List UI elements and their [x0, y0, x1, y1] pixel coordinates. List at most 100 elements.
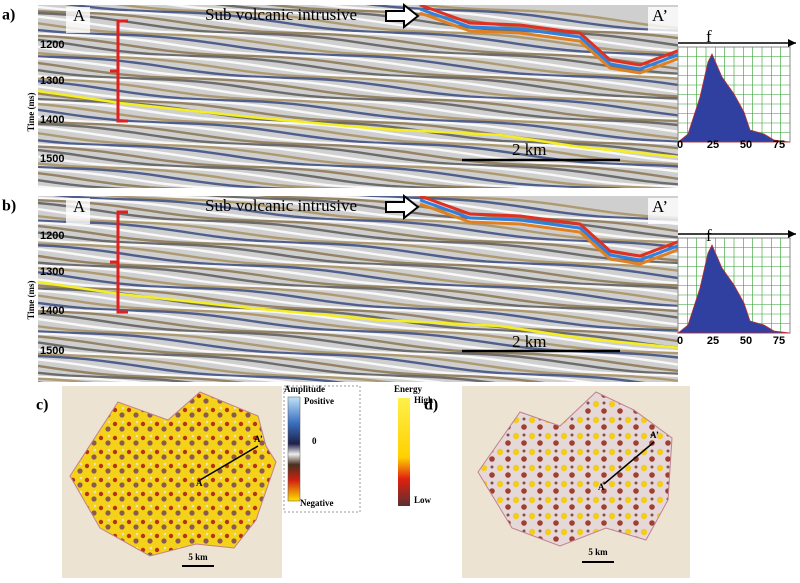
reflector [256, 196, 678, 233]
legend-title: Energy [394, 384, 422, 394]
reflector [38, 69, 678, 127]
reflector [38, 224, 678, 287]
colorbar [398, 398, 410, 506]
y-tick-label: 1400 [40, 305, 64, 317]
hist-arrowhead [788, 39, 796, 47]
intrusive-reflector [419, 11, 678, 75]
reflector [38, 132, 677, 188]
reflector [38, 264, 678, 326]
reflector [38, 231, 678, 290]
label-box [66, 7, 90, 33]
reflector [38, 341, 496, 382]
y-tick-label: 1200 [40, 39, 64, 51]
reflector [38, 57, 678, 121]
reflector [38, 196, 678, 256]
legend-frame [283, 385, 361, 513]
annotation: Sub volcanic intrusive [205, 196, 357, 215]
reflector [38, 352, 396, 382]
intrusive-reflector [419, 198, 678, 262]
hist-tick: 75 [773, 335, 785, 347]
reflector [38, 166, 301, 188]
reflector [38, 38, 678, 100]
reflector [409, 196, 678, 220]
attribute-map [69, 391, 277, 557]
arrow [385, 2, 420, 30]
hist-tick: 25 [707, 335, 719, 347]
reflector [38, 199, 678, 262]
scale-bar-label: 5 km [188, 552, 208, 562]
reflector [38, 215, 678, 272]
y-tick-label: 1300 [40, 75, 64, 87]
reflector [38, 168, 247, 188]
reflector [38, 312, 678, 375]
reflector [38, 172, 189, 188]
histogram-label: f [706, 226, 712, 245]
label-box [66, 198, 90, 224]
reflector [38, 271, 678, 332]
y-axis-label: Time (ms) [26, 92, 36, 131]
reflector [38, 348, 446, 382]
reflector [38, 92, 678, 150]
y-tick-label: 1500 [40, 153, 64, 165]
reflector [38, 284, 678, 343]
reflector [38, 5, 678, 63]
reflector [38, 221, 678, 285]
histogram-shape [676, 53, 791, 143]
reflector [38, 309, 678, 372]
reflector [38, 358, 295, 382]
label-box [648, 7, 680, 33]
hist-arrowhead [788, 230, 796, 238]
reflector [38, 102, 678, 166]
reflector [38, 120, 678, 180]
scale-bar-label: 5 km [588, 547, 608, 557]
legend-label: Low [414, 495, 432, 505]
reflector [307, 196, 678, 226]
reflector [38, 219, 678, 280]
reflector [38, 55, 678, 117]
y-tick-label: 1500 [40, 345, 64, 357]
reflector [38, 325, 678, 382]
reflector [38, 371, 195, 382]
scale-bar-label: 2 km [512, 332, 546, 351]
reflector [38, 145, 520, 188]
reflector [38, 307, 678, 366]
reflector [38, 10, 678, 70]
histogram-label: f [706, 27, 712, 46]
legend-label: High [414, 395, 433, 405]
reflector [38, 294, 678, 355]
reflector [38, 289, 678, 353]
reflector [38, 155, 413, 188]
hist-tick: 0 [677, 335, 683, 347]
reflector [38, 75, 678, 134]
horizon [38, 280, 678, 350]
reflector [38, 22, 678, 80]
reflector [38, 242, 678, 303]
histogram-shape [676, 244, 791, 334]
reflector [38, 12, 678, 75]
profile-end: A [196, 478, 203, 488]
y-tick-label: 1300 [40, 266, 64, 278]
reflector [38, 52, 678, 110]
end-label: A [73, 197, 86, 216]
hist-tick: 50 [740, 139, 752, 151]
reflector [38, 80, 678, 143]
reflector [415, 5, 678, 30]
colorbar [287, 396, 301, 502]
reflector [38, 32, 678, 94]
intrusive-reflector [419, 5, 678, 67]
reflector [38, 61, 678, 123]
reflector [38, 247, 678, 310]
reflector [38, 317, 678, 378]
reflector [38, 100, 678, 163]
y-tick-label: 1200 [40, 230, 64, 242]
profile-end: A [598, 482, 605, 492]
reflector [38, 354, 345, 382]
y-tick-label: 1400 [40, 114, 64, 126]
horizon [38, 89, 678, 159]
hist-tick: 50 [740, 335, 752, 347]
reflector [38, 125, 678, 188]
scale-bar-label: 2 km [512, 140, 546, 159]
legend-label: Negative [300, 498, 334, 508]
seismic-sections [38, 2, 796, 382]
y-axis-label: Time (ms) [26, 280, 36, 319]
